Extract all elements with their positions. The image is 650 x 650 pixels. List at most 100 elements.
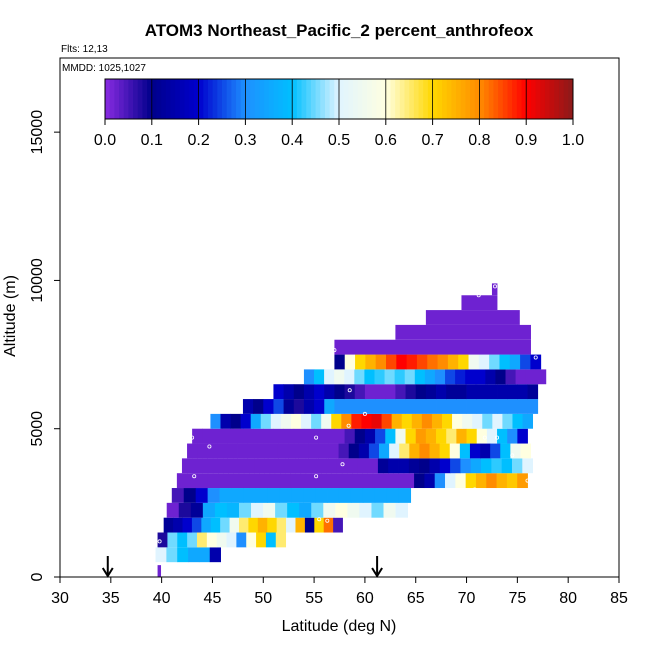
heatmap-cell (374, 488, 388, 503)
colorbar-tick-label: 0.8 (468, 132, 490, 149)
heatmap-cell (311, 413, 322, 429)
heatmap-cell (196, 532, 208, 548)
heatmap-cell (486, 384, 498, 400)
heatmap-cell (273, 399, 284, 414)
y-tick-label: 15000 (29, 110, 46, 155)
colorbar-swatch (381, 79, 387, 119)
colorbar-swatch (446, 79, 452, 119)
heatmap-cell (491, 283, 498, 296)
colorbar-swatch (516, 79, 523, 119)
heatmap-cell (250, 413, 262, 429)
colorbar-swatch (296, 79, 303, 119)
heatmap-cell (333, 517, 343, 533)
sample-marker (482, 435, 487, 440)
heatmap-cell (290, 473, 302, 489)
colorbar-swatch (165, 79, 172, 119)
colorbar-swatch (385, 79, 391, 119)
heatmap-cell (478, 354, 490, 370)
heatmap-cell (216, 532, 227, 548)
heatmap-cell (344, 399, 356, 414)
colorbar-swatch (437, 79, 443, 119)
heatmap-cell (167, 532, 178, 548)
heatmap-cell (419, 458, 430, 474)
colorbar-swatch (367, 79, 373, 119)
sample-marker (510, 453, 515, 458)
heatmap-cell (354, 428, 366, 444)
heatmap-cell (486, 399, 498, 414)
heatmap-cell (372, 473, 384, 489)
colorbar-swatch (568, 79, 574, 119)
heatmap-cell (222, 428, 234, 444)
heatmap-cell (314, 399, 325, 414)
heatmap-cell (367, 458, 379, 474)
heatmap-cell (314, 369, 325, 385)
heatmap-cell (247, 443, 259, 459)
heatmap-cell (334, 369, 345, 385)
heatmap-cell (260, 413, 272, 429)
heatmap-cell (240, 413, 252, 429)
heatmap-cell (314, 428, 325, 444)
heatmap-cell (434, 369, 446, 385)
dates-annotation: MMDD: 1025,1027 (62, 63, 146, 74)
heatmap-cell (305, 458, 317, 474)
colorbar-swatch (287, 79, 293, 119)
heatmap-cell (496, 473, 508, 489)
heatmap-cell (334, 339, 531, 355)
heatmap-cell (364, 428, 376, 444)
heatmap-cell (405, 384, 417, 400)
heatmap-cell (398, 458, 410, 474)
colorbar-swatch (306, 79, 312, 119)
colorbar-swatch (399, 79, 406, 119)
heatmap-cell (237, 443, 249, 459)
heatmap-cell (461, 295, 498, 311)
heatmap-cell (527, 399, 539, 414)
colorbar-swatch (526, 79, 532, 119)
heatmap-cell (238, 473, 250, 489)
heatmap-cell (364, 399, 376, 414)
heatmap-cell (283, 384, 295, 400)
colorbar-swatch (507, 79, 513, 119)
heatmap-cell (293, 428, 305, 444)
heatmap-cell (187, 443, 198, 459)
colorbar-swatch (465, 79, 471, 119)
heatmap-cell (385, 399, 396, 414)
x-tick-label: 65 (407, 590, 425, 607)
heatmap-cell (277, 443, 289, 459)
colorbar-swatch (273, 79, 279, 119)
heatmap-cell (371, 502, 384, 518)
heatmap-cell (321, 473, 332, 489)
heatmap-cell (166, 502, 180, 518)
heatmap-cell (178, 502, 192, 518)
heatmap-cell (405, 399, 417, 414)
sample-marker (362, 411, 367, 416)
heatmap-cell (377, 458, 389, 474)
heatmap-cell (351, 413, 362, 429)
heatmap-cell (299, 502, 312, 518)
x-tick-label: 70 (458, 590, 476, 607)
heatmap-cell (437, 354, 449, 370)
heatmap-cell (470, 458, 482, 474)
heatmap-cell (429, 443, 441, 459)
heatmap-cell (446, 399, 457, 414)
sample-marker (314, 435, 319, 440)
heatmap-cell (364, 384, 376, 400)
heatmap-cell (202, 428, 213, 444)
colorbar-tick-label: 0.0 (94, 132, 116, 149)
heatmap-cell (166, 547, 178, 563)
heatmap-cell (427, 354, 438, 370)
colorbar-tick-label: 0.6 (375, 132, 397, 149)
colorbar (104, 78, 574, 120)
heatmap-cell (394, 369, 406, 385)
x-axis: 30 35 40 45 50 55 60 65 70 75 80 85 (51, 577, 628, 607)
heatmap-cell (267, 517, 278, 533)
heatmap-cell (350, 488, 364, 503)
heatmap-cell (371, 413, 382, 429)
colorbar-swatch (563, 79, 569, 119)
y-tick-label: 0 (29, 572, 46, 581)
colorbar-swatch (147, 79, 153, 119)
colorbar-tick-label: 1.0 (562, 132, 584, 149)
heatmap-cell (465, 473, 477, 489)
heatmap-cell (439, 443, 451, 459)
x-tick-label: 50 (254, 590, 272, 607)
